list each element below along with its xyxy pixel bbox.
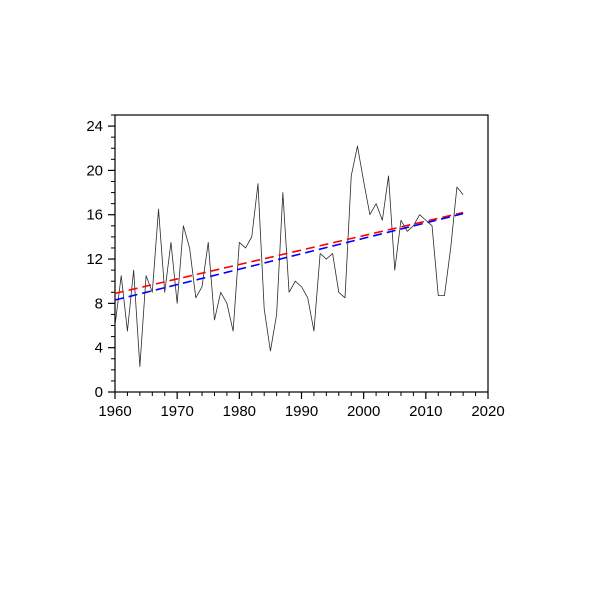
y-tick-label: 24 <box>86 118 103 135</box>
plot-frame <box>114 114 489 393</box>
x-tick-label: 2000 <box>347 403 380 420</box>
y-tick-label: 20 <box>86 162 103 179</box>
series-lines <box>114 145 464 367</box>
trend-line-red <box>114 211 464 295</box>
y-tick-label: 0 <box>95 384 103 401</box>
x-tick-label: 2010 <box>409 403 442 420</box>
y-tick-label: 16 <box>86 207 103 224</box>
y-tick-label: 4 <box>95 340 103 357</box>
y-tick-label: 8 <box>95 295 103 312</box>
trend-line-blue <box>114 212 464 301</box>
x-tick-label: 1990 <box>285 403 318 420</box>
series-line <box>114 145 464 367</box>
x-tick-label: 2020 <box>471 403 504 420</box>
x-tick-label: 1970 <box>160 403 193 420</box>
x-tick-label: 1980 <box>223 403 256 420</box>
y-tick-label: 12 <box>86 251 103 268</box>
x-tick-label: 1960 <box>98 403 131 420</box>
trend-lines <box>114 211 464 301</box>
axes: 1960 1970 1980 1990 2000 2010 2020 0 4 8 12 16 20 24 <box>86 114 505 420</box>
